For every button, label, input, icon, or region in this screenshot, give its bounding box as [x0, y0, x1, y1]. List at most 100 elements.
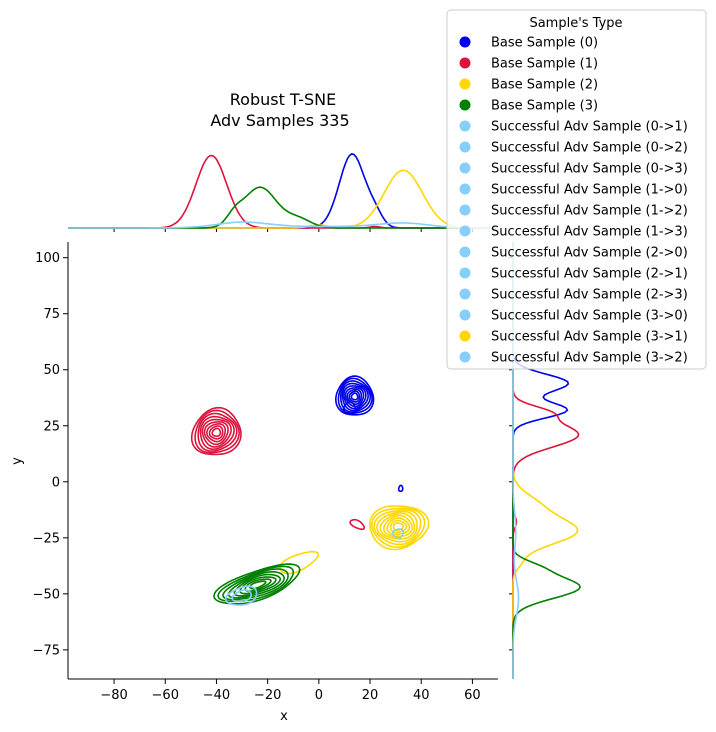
contour-line — [397, 484, 404, 493]
contour-line — [217, 565, 295, 603]
contour-line — [206, 422, 226, 443]
legend-entry: Successful Adv Sample (3->0) — [459, 309, 688, 324]
contour-line — [341, 382, 369, 412]
kde-contours-1 — [190, 406, 365, 531]
x-tick-label: 0 — [315, 688, 323, 703]
x-tick-label: 40 — [413, 688, 430, 703]
legend-entry: Successful Adv Sample (3->1) — [459, 330, 688, 345]
kde-contours-3 — [213, 563, 301, 605]
chart-subtitle: Adv Samples 335 — [210, 111, 349, 130]
contour-line — [213, 563, 301, 605]
contour-line — [201, 418, 232, 448]
contour-line — [344, 387, 365, 408]
marginal-x-curve-1 — [68, 154, 498, 229]
legend-marker — [459, 36, 471, 48]
contour-line — [343, 385, 367, 410]
kde-contours-4 — [224, 528, 405, 606]
contour-line — [349, 518, 365, 531]
contour-line — [211, 427, 222, 438]
legend-marker — [459, 288, 471, 300]
legend: Sample's Type Base Sample (0) Base Sample… — [446, 9, 707, 370]
contour-line — [386, 517, 411, 536]
legend-label: Successful Adv Sample (3->1) — [491, 330, 688, 345]
legend-marker — [459, 120, 471, 132]
x-tick-label: 20 — [362, 688, 379, 703]
legend-label: Successful Adv Sample (2->0) — [491, 246, 688, 261]
contour-line — [224, 585, 258, 606]
contour-line — [197, 412, 238, 452]
legend-label: Base Sample (2) — [491, 78, 598, 93]
legend-marker — [459, 204, 471, 216]
contour-line — [379, 512, 416, 540]
legend-label: Successful Adv Sample (1->0) — [491, 183, 688, 198]
legend-marker — [459, 162, 471, 174]
y-tick-label: 25 — [43, 419, 60, 434]
legend-label: Successful Adv Sample (3->2) — [491, 351, 688, 366]
contour-line — [391, 528, 405, 539]
contour-line — [346, 388, 363, 405]
contour-line — [249, 580, 267, 590]
legend-marker — [459, 309, 471, 321]
contour-line — [350, 392, 359, 401]
y-tick-label: 75 — [43, 307, 60, 322]
contour-line — [231, 589, 252, 603]
marginal-x-plot — [68, 153, 498, 232]
legend-entry: Successful Adv Sample (3->2) — [459, 351, 688, 366]
legend-marker — [459, 183, 471, 195]
legend-entry: Successful Adv Sample (1->2) — [459, 204, 688, 219]
x-axis-label: x — [280, 709, 288, 724]
legend-label: Base Sample (0) — [491, 36, 598, 51]
legend-marker — [459, 225, 471, 237]
legend-label: Base Sample (1) — [491, 57, 598, 72]
contour-line — [222, 568, 289, 601]
legend-entry: Base Sample (3) — [459, 99, 598, 114]
contour-line — [373, 508, 422, 546]
legend-label: Successful Adv Sample (3->0) — [491, 309, 688, 324]
contour-line — [334, 375, 375, 416]
marginal-x-curve-2 — [68, 169, 498, 229]
legend-marker — [459, 141, 471, 153]
x-tick-label: −80 — [100, 688, 127, 703]
legend-label: Successful Adv Sample (0->1) — [491, 120, 688, 135]
contour-line — [369, 505, 430, 551]
kde-contours-2 — [278, 505, 430, 575]
marginal-x-curve-3 — [68, 186, 498, 229]
legend-label: Successful Adv Sample (2->1) — [491, 267, 688, 282]
contour-line — [233, 573, 281, 597]
legend-label: Successful Adv Sample (0->2) — [491, 141, 688, 156]
legend-entry: Base Sample (2) — [459, 78, 598, 93]
legend-frame — [446, 9, 707, 370]
contour-line — [190, 406, 242, 456]
contour-line — [376, 510, 418, 543]
legend-label: Successful Adv Sample (2->3) — [491, 288, 688, 303]
legend-entry: Successful Adv Sample (0->3) — [459, 162, 688, 177]
legend-marker — [459, 351, 471, 363]
contour-line — [199, 415, 235, 451]
x-tick-label: −40 — [203, 688, 230, 703]
contour-line — [382, 514, 413, 538]
y-tick-label: −75 — [33, 643, 60, 658]
legend-marker — [459, 246, 471, 258]
chart-title: Robust T-SNE — [230, 90, 337, 109]
contour-line — [208, 425, 224, 440]
legend-entry: Successful Adv Sample (0->2) — [459, 141, 688, 156]
joint-plot — [190, 375, 430, 606]
legend-entry: Successful Adv Sample (2->0) — [459, 246, 688, 261]
y-tick-label: 0 — [52, 475, 60, 490]
contour-line — [370, 507, 426, 549]
contour-line — [348, 390, 361, 403]
legend-marker — [459, 78, 471, 90]
contour-line — [194, 409, 240, 454]
axes: −80 −60 −40 −20 0 20 40 60 −75 −50 −25 0 25 50 75 100 — [33, 242, 498, 703]
legend-label: Successful Adv Sample (1->3) — [491, 225, 688, 240]
legend-entry: Base Sample (1) — [459, 57, 598, 72]
legend-marker — [459, 99, 471, 111]
contour-line — [340, 380, 372, 413]
legend-marker — [459, 267, 471, 279]
legend-entry: Successful Adv Sample (2->1) — [459, 267, 688, 282]
kde-contours-0 — [334, 375, 404, 493]
legend-entry: Successful Adv Sample (2->3) — [459, 288, 688, 303]
legend-label: Successful Adv Sample (0->3) — [491, 162, 688, 177]
contour-line — [342, 401, 357, 414]
legend-entry: Successful Adv Sample (1->3) — [459, 225, 688, 240]
